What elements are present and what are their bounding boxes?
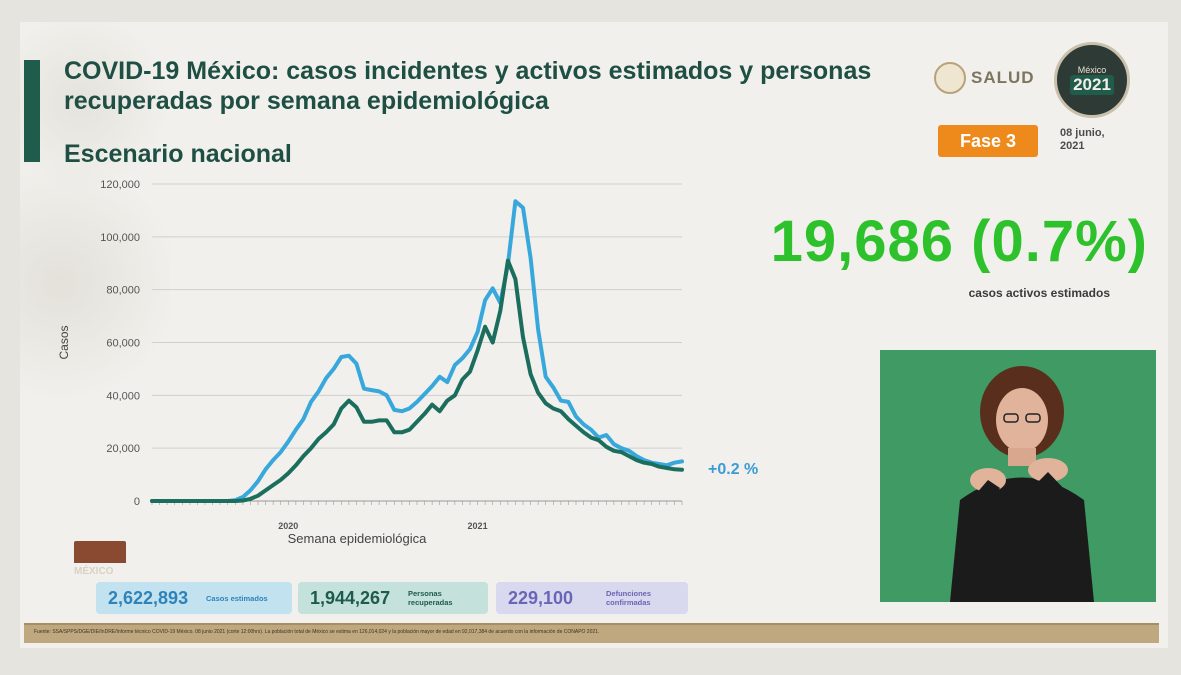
series-line-0: [150, 199, 684, 503]
footer-source-text: Fuente: SSA/SPPS/DGE/DIE/InDRE/Informe t…: [34, 629, 600, 635]
stat-value: 2,622,893: [108, 587, 189, 608]
y-tick-label: 20,000: [106, 443, 140, 455]
report-date: 08 junio, 2021: [1060, 127, 1130, 153]
y-tick-label: 100,000: [100, 232, 140, 244]
mexico-logo-word: México: [1077, 65, 1107, 75]
stat-value: 229,100: [508, 587, 574, 608]
salud-logo-text: SALUD: [971, 68, 1035, 87]
y-tick-label: 120,000: [100, 179, 140, 191]
x-year-label: 2020: [278, 521, 298, 531]
interpreter-figure: [950, 366, 1094, 602]
y-axis-label: Casos: [57, 325, 71, 359]
salud-seal-icon: [934, 62, 966, 94]
title-accent-bar: [24, 60, 40, 162]
stat-label: Defunciones confirmadas: [606, 589, 652, 607]
mexico-2021-logo-icon: México 2021: [1054, 42, 1130, 118]
stat-personas-recuperadas: 1,944,267 Personas recuperadas: [298, 582, 488, 614]
mexico-logo-year: 2021: [1070, 75, 1114, 95]
stat-defunciones-confirmadas: 229,100 Defunciones confirmadas: [496, 582, 688, 614]
palace-icon: [74, 541, 126, 563]
slide-title: COVID-19 México: casos incidentes y acti…: [64, 57, 872, 115]
footer-bar: Fuente: SSA/SPPS/DGE/DIE/InDRE/Informe t…: [24, 623, 1159, 643]
stat-label: Personas recuperadas: [408, 589, 453, 607]
y-tick-label: 80,000: [106, 285, 140, 297]
stat-label: Casos estimados: [206, 593, 268, 603]
report-date-line2: 2021: [1060, 140, 1085, 152]
phase-badge: Fase 3: [938, 125, 1038, 157]
x-year-label: 2021: [468, 521, 488, 531]
y-tick-label: 60,000: [106, 338, 140, 350]
y-tick-label: 40,000: [106, 390, 140, 402]
slide-subtitle: Escenario nacional: [64, 140, 292, 168]
mexico-building-logo: MÉXICO: [70, 522, 130, 577]
salud-logo: SALUD: [934, 60, 1044, 96]
epidemic-line-chart: 0 20,000 40,000 60,000 80,000 100,000 120,000 2…: [57, 179, 684, 546]
stat-casos-estimados: 2,622,893 Casos estimados: [96, 582, 292, 614]
mexico-small-text: MÉXICO: [74, 566, 114, 577]
series-line-1: [150, 258, 684, 503]
report-date-line1: 08 junio,: [1060, 127, 1105, 139]
sign-language-interpreter-video: [880, 350, 1156, 602]
active-cases-caption: casos activos estimados: [968, 286, 1110, 300]
active-cases-delta: +0.2 %: [708, 461, 759, 478]
stat-value: 1,944,267: [310, 587, 391, 608]
x-axis-label: Semana epidemiológica: [288, 531, 428, 546]
y-tick-label: 0: [134, 496, 140, 508]
active-cases-headline: 19,686 (0.7%): [770, 209, 1148, 274]
